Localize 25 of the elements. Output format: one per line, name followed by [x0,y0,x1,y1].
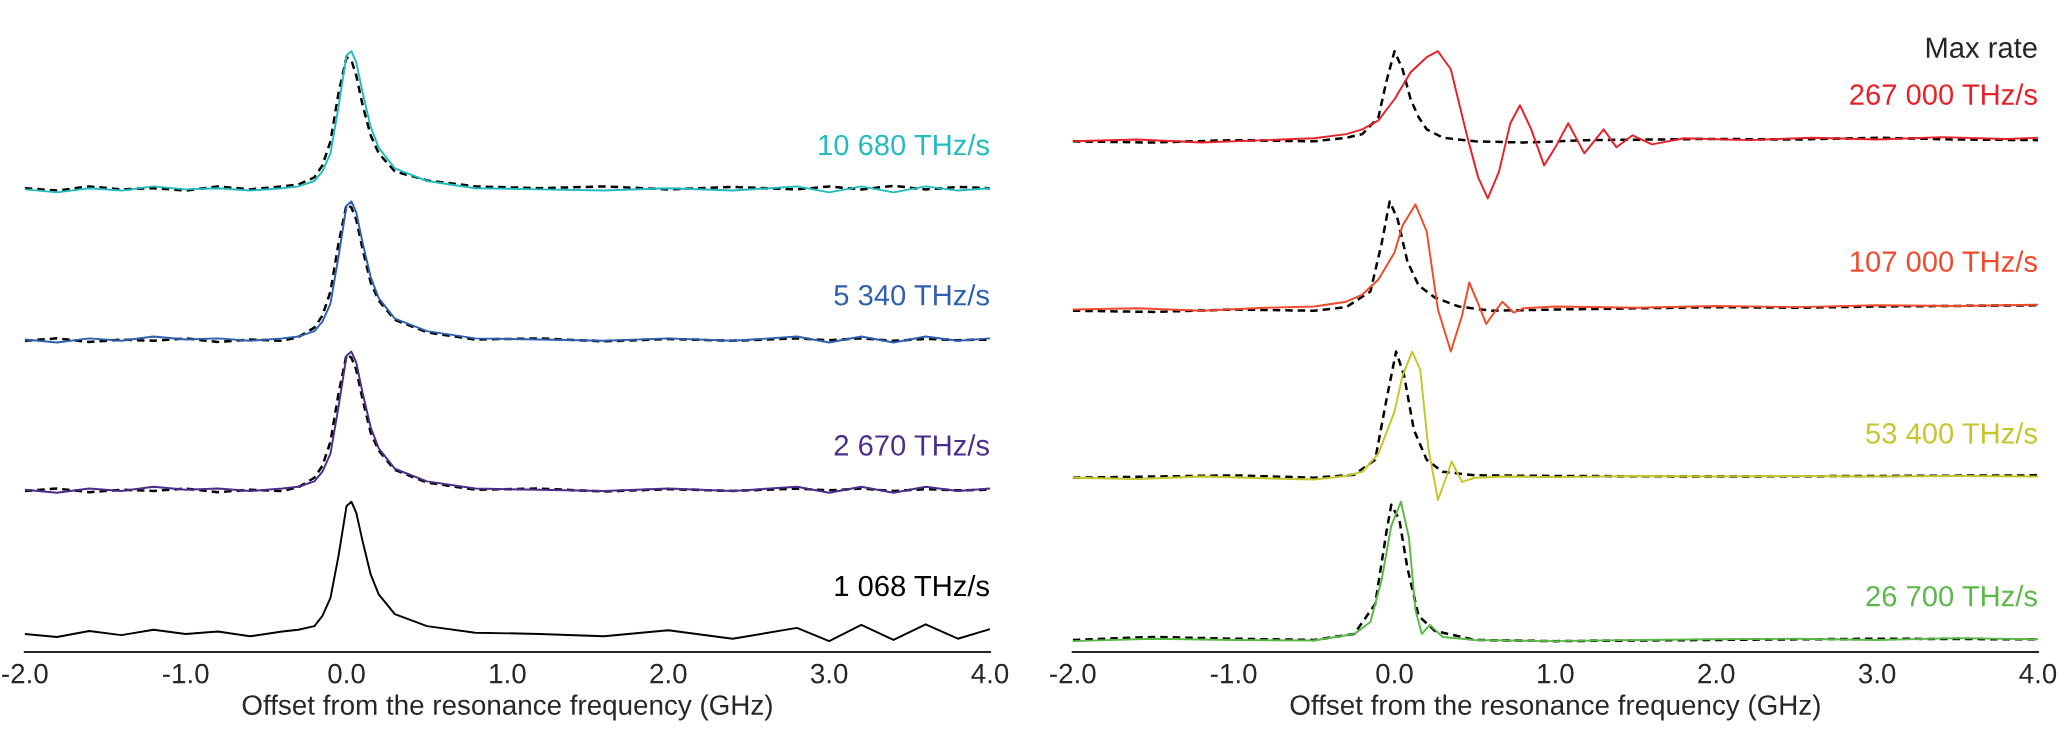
x-tick-label: 0.0 [1376,663,1413,684]
series-label: 26 700 THz/s [1866,585,2037,607]
x-tick-label: 0.0 [328,663,365,684]
x-tick-label: 4.0 [971,663,1009,684]
x-tick-label: 3.0 [1858,663,1896,684]
x-tick-label: 2.0 [650,663,687,684]
x-tick-label: 2.0 [1698,663,1735,684]
series-label: 1 068 THz/s [835,574,989,597]
x-tick-label: 1.0 [1538,663,1574,684]
series-label: 5 340 THz/s [834,284,989,306]
x-tick-label: -2.0 [1050,663,1096,684]
x-tick-label: -1.0 [163,663,209,684]
x-tick-label: 3.0 [810,663,848,684]
x-tick-label: 1.0 [490,663,526,684]
x-tick-label: 4.0 [2019,663,2057,684]
x-axis-title: Offset from the resonance frequency (GHz) [242,694,772,721]
series-label: 2 670 THz/s [834,434,989,456]
x-tick-label: -1.0 [1210,663,1257,684]
series-label: 107 000 THz/s [1851,250,2037,272]
x-tick-label: -2.0 [2,663,48,684]
series-label: 10 680 THz/s [819,133,989,156]
series-label: 53 400 THz/s [1866,422,2037,444]
series-label: 267 000 THz/s [1850,83,2037,105]
x-axis-title: Offset from the resonance frequency (GHz) [1290,694,1820,721]
annotation: Max rate [1926,37,2037,58]
